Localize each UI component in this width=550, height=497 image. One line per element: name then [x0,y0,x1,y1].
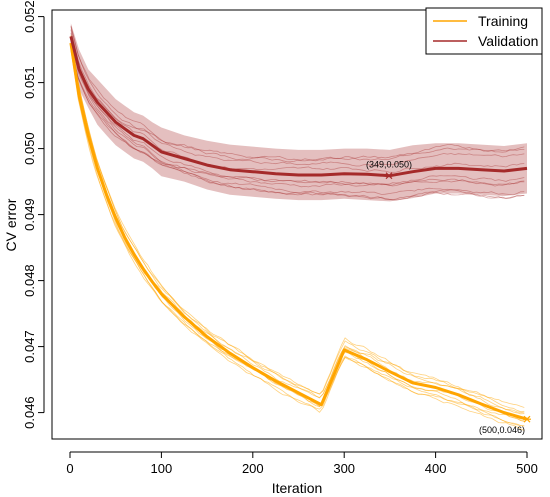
annotation-marker-1 [523,415,531,423]
axes-layer: 0 100 200 300 400 500 0.046 0.047 0.048 0.049 0.05… [22,0,538,476]
training-run-1 [70,47,525,427]
annotation-label-1: (500,0.046) [479,425,525,435]
y-tick-label-3: 0.049 [22,198,37,231]
validation-run-9 [70,42,525,187]
validation-run-7 [70,29,525,167]
y-tick-label-2: 0.048 [22,264,37,297]
validation-band-layer [70,23,528,202]
series-line-validation [69,36,528,178]
y-tick-label-5: 0.051 [22,66,37,99]
annotation-label-0: (349,0.050) [366,160,412,170]
training-run-0 [70,42,525,422]
training-run-9 [70,49,525,427]
validation-run-5 [70,26,525,163]
validation-band [70,23,528,202]
training-run-8 [70,50,525,431]
legend-label-validation: Validation [478,33,538,49]
validation-run-2 [70,25,525,162]
legend: Training Validation [425,7,543,55]
training-run-3 [70,43,525,420]
training-run-2 [70,35,525,415]
x-axis-title: Iteration [272,480,323,496]
validation-run-1 [70,49,525,201]
x-tick-label-1: 100 [151,461,173,476]
validation-run-4 [70,42,525,188]
legend-box [425,7,543,55]
x-tick-label-2: 200 [242,461,264,476]
y-tick-label-4: 0.050 [22,132,37,165]
validation-run-0 [70,46,525,196]
training-run-6 [70,39,525,414]
legend-label-training: Training [478,13,528,29]
validation-run-6 [70,41,525,186]
training-run-7 [70,35,525,408]
y-tick-label-6: 0.052 [22,0,37,33]
training-run-4 [70,37,525,413]
y-tick-label-1: 0.047 [22,330,37,363]
y-axis-title: CV error [3,198,19,251]
plot-frame [51,9,543,440]
annotation-marker-0 [384,172,393,180]
validation-run-3 [70,33,525,173]
series-line-training [69,42,528,421]
individual-runs-layer [70,25,525,431]
x-tick-label-0: 0 [66,461,73,476]
training-run-5 [70,45,525,421]
x-tick-label-3: 300 [333,461,355,476]
validation-run-8 [70,49,525,201]
x-tick-label-4: 400 [425,461,447,476]
y-tick-label-0: 0.046 [22,396,37,429]
series-layer: (349,0.050) (500,0.046) [69,36,531,435]
x-tick-label-5: 500 [516,461,538,476]
